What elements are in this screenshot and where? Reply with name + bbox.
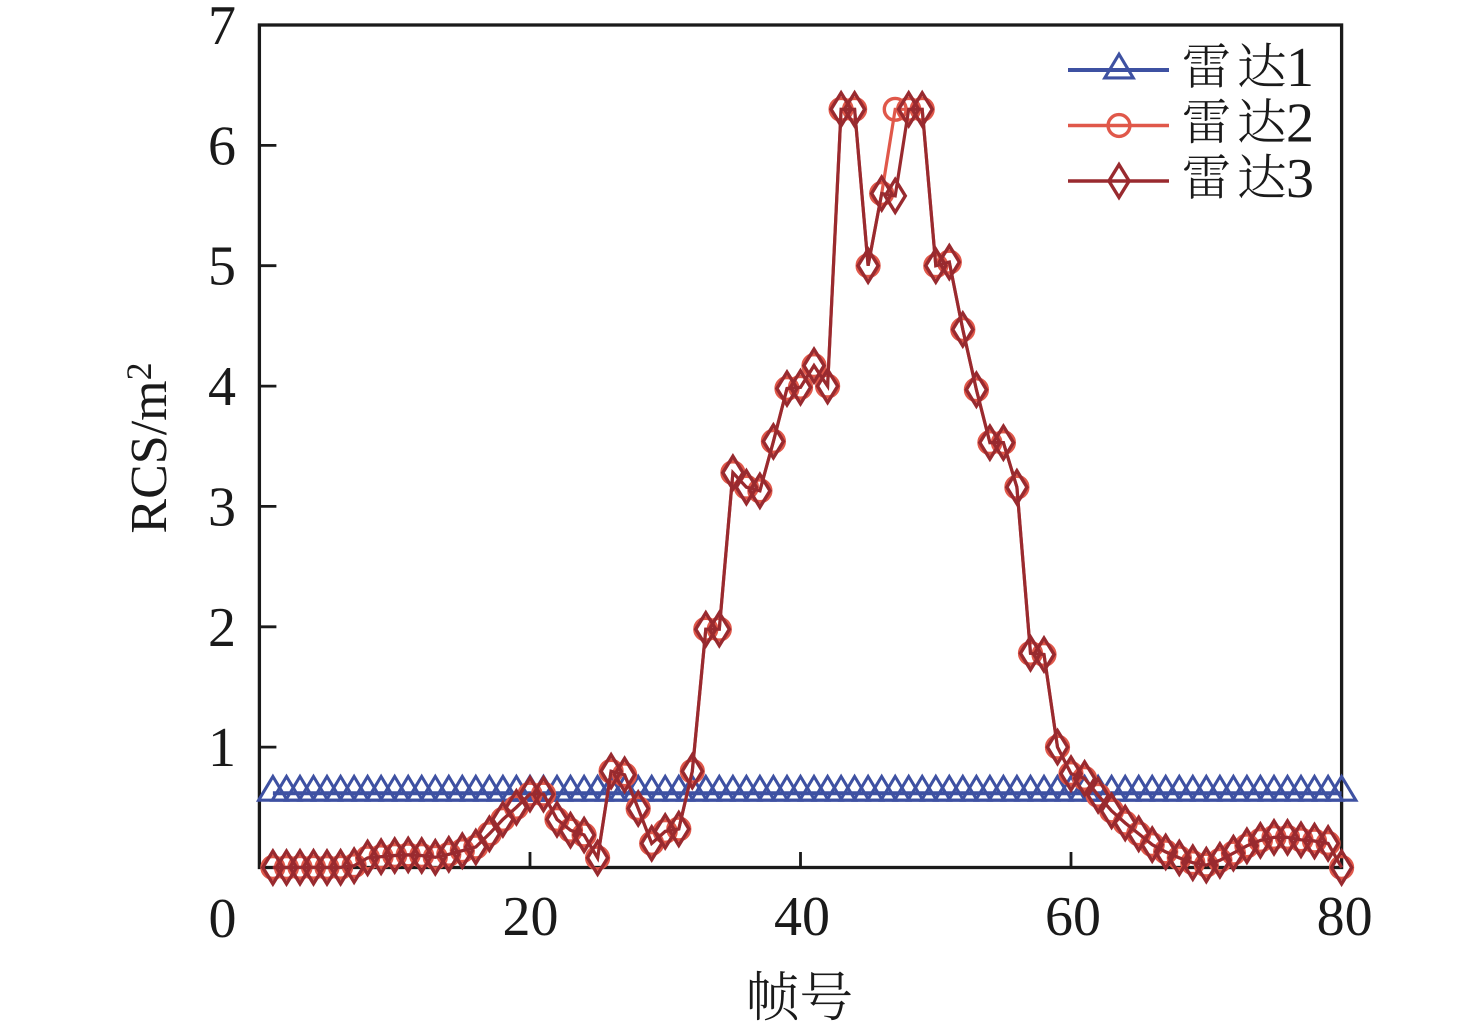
svg-text:0: 0: [209, 888, 237, 950]
svg-text:4: 4: [208, 356, 236, 418]
svg-text:1: 1: [208, 717, 236, 779]
svg-text:3: 3: [208, 476, 236, 538]
svg-text:6: 6: [208, 115, 236, 177]
svg-text:40: 40: [774, 886, 830, 948]
svg-text:3: 3: [1286, 148, 1314, 210]
svg-text:7: 7: [208, 0, 236, 57]
svg-text:60: 60: [1045, 886, 1101, 948]
svg-text:RCS/m2: RCS/m2: [119, 362, 178, 533]
svg-text:2: 2: [208, 597, 236, 659]
svg-text:80: 80: [1317, 886, 1373, 948]
svg-text:20: 20: [503, 886, 559, 948]
svg-text:1: 1: [1286, 37, 1314, 99]
svg-text:2: 2: [1286, 92, 1314, 154]
svg-text:5: 5: [208, 236, 236, 298]
